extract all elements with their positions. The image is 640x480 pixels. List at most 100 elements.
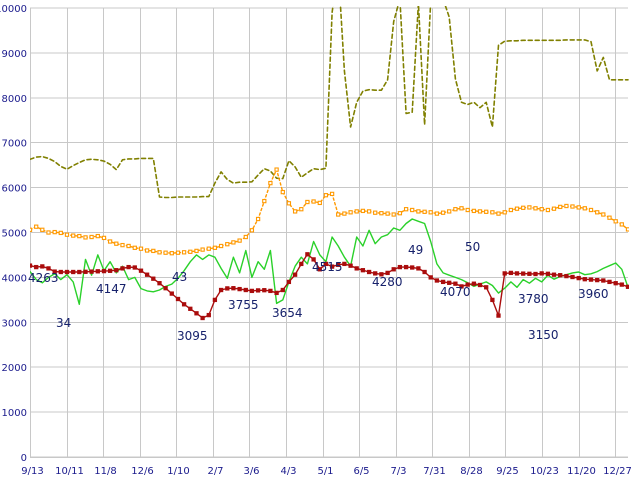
series-marker-orange-dotted — [286, 201, 292, 206]
series-marker-orange-dotted — [514, 206, 520, 211]
series-marker-dark-red-markers — [391, 267, 396, 272]
series-marker-dark-red-markers — [299, 261, 304, 267]
series-marker-orange-dotted — [144, 248, 150, 253]
series-marker-dark-red-markers — [551, 272, 557, 277]
series-marker-dark-red-markers — [286, 279, 292, 285]
series-marker-dark-red-markers — [490, 297, 495, 303]
series-marker-dark-red-markers — [360, 268, 366, 273]
series-marker-dark-red-markers — [440, 279, 446, 285]
series-marker-orange-dotted — [169, 251, 174, 256]
series-marker-dark-red-markers — [144, 272, 150, 277]
series-marker-dark-red-markers — [274, 290, 279, 296]
data-label-3960: 3960 — [578, 287, 609, 301]
data-label-4070: 4070 — [440, 285, 471, 299]
series-marker-orange-dotted — [521, 205, 526, 210]
series-marker-orange-dotted — [218, 243, 224, 249]
series-marker-dark-red-markers — [502, 271, 507, 276]
series-marker-dark-red-markers — [107, 268, 113, 273]
series-marker-orange-dotted — [625, 227, 629, 232]
series-marker-dark-red-markers — [114, 268, 119, 273]
series-marker-dark-red-markers — [527, 271, 532, 276]
series-marker-dark-red-markers — [348, 263, 353, 268]
series-marker-orange-dotted — [194, 248, 199, 254]
series-marker-orange-dotted — [410, 207, 415, 213]
series-marker-dark-red-markers — [95, 269, 100, 274]
series-marker-orange-dotted — [619, 222, 624, 227]
series-marker-dark-red-markers — [292, 272, 298, 277]
x-axis-tick-label: 1/10 — [167, 466, 189, 477]
series-marker-dark-red-markers — [613, 281, 618, 286]
data-label-4263: 4263 — [28, 271, 59, 285]
x-axis-tick-label: 10/11 — [55, 466, 84, 477]
series-marker-orange-dotted — [564, 203, 569, 209]
series-marker-orange-dotted — [336, 212, 341, 217]
data-label-4280: 4280 — [372, 275, 403, 289]
series-marker-dark-red-markers — [533, 271, 538, 277]
series-marker-orange-dotted — [206, 246, 211, 251]
series-marker-orange-dotted — [440, 210, 446, 215]
series-marker-dark-red-markers — [564, 273, 569, 279]
series-marker-orange-dotted — [46, 230, 51, 235]
series-marker-dark-red-markers — [225, 286, 230, 291]
series-marker-dark-red-markers — [521, 271, 526, 276]
series-marker-dark-red-markers — [329, 264, 335, 269]
series-marker-orange-dotted — [508, 207, 514, 213]
series-marker-dark-red-markers — [231, 286, 236, 291]
series-marker-orange-dotted — [280, 189, 285, 195]
series-line-olive-dashed — [30, 6, 629, 199]
series-marker-dark-red-markers — [138, 268, 144, 273]
series-marker-orange-dotted — [496, 211, 501, 216]
series-marker-orange-dotted — [484, 209, 489, 214]
series-marker-dark-red-markers — [422, 269, 427, 275]
series-marker-orange-dotted — [539, 207, 544, 212]
series-marker-orange-dotted — [317, 200, 322, 206]
series-marker-orange-dotted — [379, 211, 384, 216]
y-axis-tick-label: 9000 — [2, 49, 27, 60]
series-marker-dark-red-markers — [52, 269, 57, 274]
series-marker-dark-red-markers — [126, 264, 131, 270]
series-marker-dark-red-markers — [280, 287, 285, 293]
series-marker-orange-dotted — [465, 207, 470, 213]
y-axis-tick-label: 3000 — [2, 318, 27, 329]
series-marker-orange-dotted — [126, 243, 131, 249]
series-marker-dark-red-markers — [496, 313, 501, 318]
series-marker-orange-dotted — [422, 209, 427, 214]
series-marker-dark-red-markers — [385, 270, 390, 276]
series-marker-orange-dotted — [225, 242, 230, 247]
series-marker-dark-red-markers — [262, 288, 267, 293]
series-marker-orange-dotted — [502, 210, 507, 215]
series-marker-dark-red-markers — [428, 275, 433, 280]
series-marker-orange-dotted — [385, 211, 390, 216]
series-marker-orange-dotted — [576, 205, 581, 210]
series-marker-dark-red-markers — [477, 282, 483, 288]
series-marker-orange-dotted — [305, 199, 310, 205]
series-marker-orange-dotted — [366, 209, 372, 214]
series-marker-orange-dotted — [138, 246, 144, 251]
series-marker-orange-dotted — [30, 227, 33, 232]
series-marker-orange-dotted — [292, 209, 298, 214]
series-marker-dark-red-markers — [484, 285, 489, 290]
series-marker-orange-dotted — [58, 230, 63, 236]
series-marker-orange-dotted — [582, 206, 587, 211]
x-axis-tick-label: 3/6 — [243, 466, 259, 477]
x-axis-tick-labels: 9/13 10/11 11/8 12/6 1/10 2/7 3/6 4/3 5/1 6/5 7/3 7… — [21, 466, 632, 477]
series-marker-dark-red-markers — [58, 269, 63, 275]
y-axis-tick-label: 4000 — [2, 273, 27, 284]
y-axis-tick-label: 10000 — [0, 4, 27, 15]
series-marker-dark-red-markers — [601, 278, 606, 283]
data-label-4515: 4515 — [312, 260, 343, 274]
series-marker-dark-red-markers — [354, 266, 359, 271]
series-marker-dark-red-markers — [545, 271, 551, 276]
series-marker-orange-dotted — [527, 205, 532, 210]
series-marker-dark-red-markers — [40, 264, 45, 269]
series-marker-orange-dotted — [34, 224, 39, 229]
series-marker-dark-red-markers — [625, 284, 629, 289]
series-marker-dark-red-markers — [71, 269, 76, 275]
series-marker-dark-red-markers — [459, 284, 464, 289]
series-marker-orange-dotted — [490, 210, 495, 215]
series-marker-dark-red-markers — [169, 291, 174, 296]
series-marker-orange-dotted — [157, 250, 162, 255]
series-marker-orange-dotted — [249, 228, 255, 233]
